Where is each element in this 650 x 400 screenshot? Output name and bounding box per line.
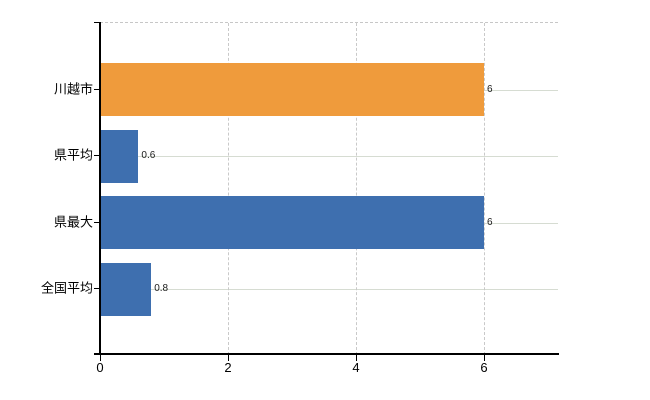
bar-value-label: 6 — [487, 83, 493, 95]
y-axis-tick — [94, 288, 100, 289]
category-label-川越市: 川越市 — [53, 81, 93, 96]
x-tick-label-6: 6 — [480, 360, 488, 375]
y-axis-tick — [94, 221, 100, 223]
x-axis-tick — [228, 355, 229, 361]
bar-value-label: 0.6 — [141, 150, 156, 161]
x-tick-label-0: 0 — [96, 360, 104, 375]
x-axis-tick — [100, 355, 101, 361]
x-axis-tick — [484, 355, 485, 361]
bar-value-label: 6 — [487, 216, 493, 228]
category-label-県最大: 県最大 — [53, 214, 93, 229]
bar-全国平均[interactable] — [100, 262, 152, 316]
bar-県平均[interactable] — [100, 129, 139, 183]
plot-area: 6 0.6 6 0.8 — [100, 22, 558, 355]
bar-value-label: 0.8 — [154, 283, 169, 294]
x-axis-tick — [356, 355, 357, 361]
x-axis-line — [94, 353, 559, 355]
x-tick-label-4: 4 — [352, 360, 360, 375]
category-label-県平均: 県平均 — [53, 147, 93, 163]
gridline-horizontal — [100, 156, 558, 157]
gridline-horizontal — [100, 289, 558, 290]
y-axis-tick — [94, 88, 100, 90]
gridline-vertical — [484, 23, 485, 355]
gridline-vertical — [356, 23, 357, 355]
bar-県最大[interactable] — [100, 196, 484, 249]
bar-川越市[interactable] — [100, 63, 484, 116]
category-label-全国平均: 全国平均 — [40, 280, 93, 296]
x-tick-label-2: 2 — [224, 360, 232, 375]
y-axis-tick — [94, 22, 100, 23]
y-axis-line — [99, 22, 101, 354]
y-axis-tick — [94, 155, 100, 156]
gridline-vertical — [228, 23, 229, 355]
